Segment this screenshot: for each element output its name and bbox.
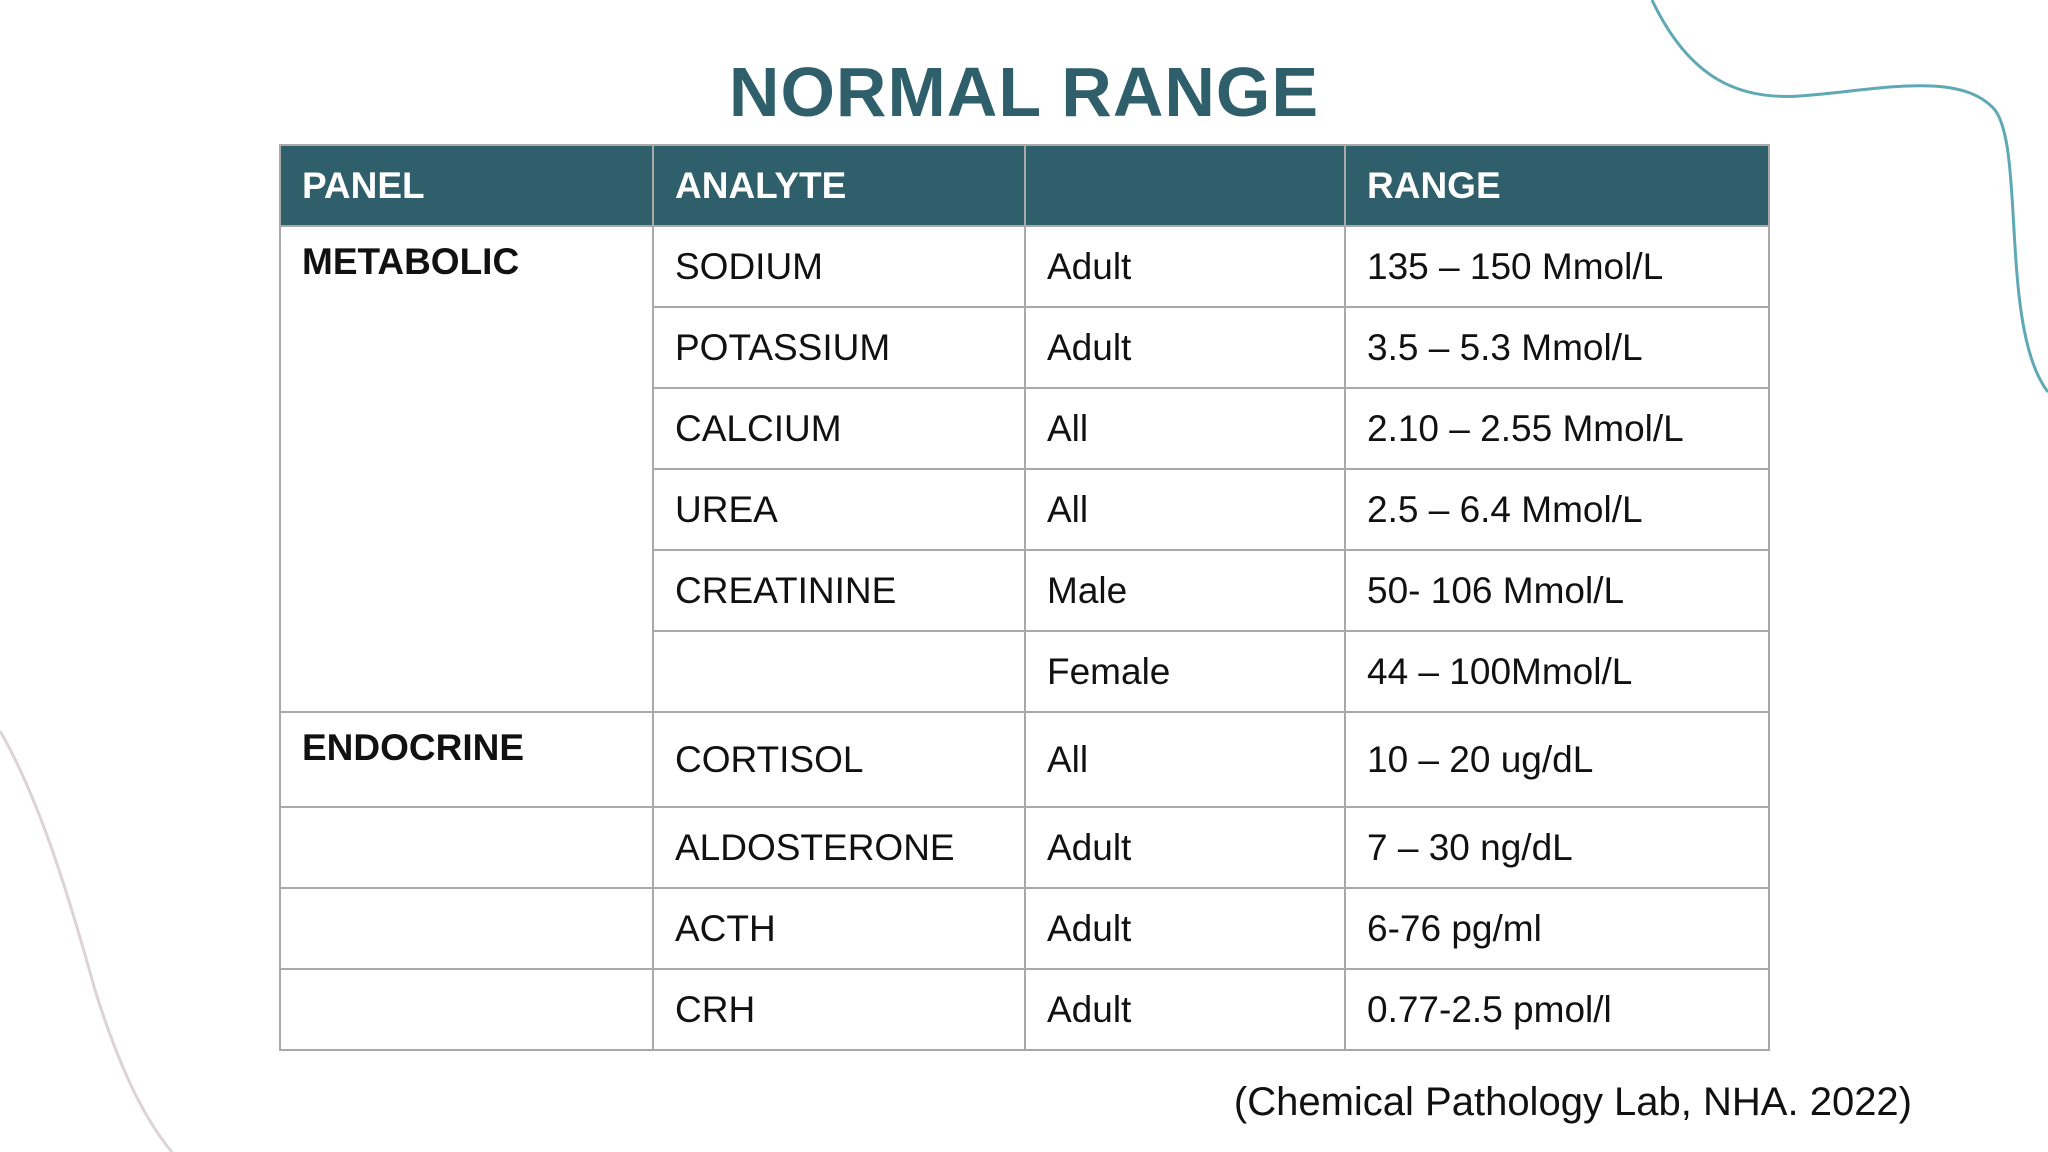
curve-bottom-left: [0, 730, 174, 1152]
curve-top-right: [1650, 0, 2048, 393]
group-cell: Female: [1024, 630, 1346, 713]
group-cell: Adult: [1024, 887, 1346, 970]
panel-cell: METABOLIC: [279, 225, 654, 713]
table-row: ACTH Adult 6-76 pg/ml: [279, 887, 1770, 970]
analyte-cell: ACTH: [652, 887, 1026, 970]
analyte-cell: CALCIUM: [652, 387, 1026, 470]
analyte-cell: CREATININE: [652, 549, 1026, 632]
citation: (Chemical Pathology Lab, NHA. 2022): [1233, 1080, 1912, 1124]
analyte-cell: CRH: [652, 968, 1026, 1051]
table-row: POTASSIUM Adult 3.5 – 5.3 Mmol/L: [280, 306, 1770, 389]
group-cell: Adult: [1024, 306, 1346, 389]
header-cell: ANALYTE: [652, 144, 1026, 227]
range-cell: 2.5 – 6.4 Mmol/L: [1344, 468, 1770, 551]
table-row: CALCIUM All 2.10 – 2.55 Mmol/L: [280, 387, 1770, 470]
range-cell: 3.5 – 5.3 Mmol/L: [1344, 306, 1770, 389]
table-row: ALDOSTERONE Adult 7 – 30 ng/dL: [279, 806, 1770, 889]
header-cell: PANEL: [279, 144, 654, 227]
analyte-cell: [652, 630, 1026, 713]
header-row: PANEL ANALYTE RANGE: [279, 144, 1770, 227]
analyte-cell: SODIUM: [652, 225, 1026, 308]
range-cell: 135 – 150 Mmol/L: [1344, 225, 1770, 308]
range-cell: 2.10 – 2.55 Mmol/L: [1344, 387, 1770, 470]
group-cell: Adult: [1024, 225, 1346, 308]
range-table: PANEL ANALYTE RANGE METABOLIC SODIUM Adult…: [279, 144, 1770, 1051]
table-row: CREATININE Male 50- 106 Mmol/L: [280, 549, 1770, 632]
analyte-cell: ALDOSTERONE: [652, 806, 1026, 889]
table-row: METABOLIC SODIUM Adult 135 – 150 Mmol/L: [279, 225, 1770, 713]
table-row: ENDOCRINE CORTISOL All 10 – 20 ug/dL: [279, 711, 1770, 808]
title: NORMAL RANGE: [728, 53, 1320, 131]
group-cell: Male: [1024, 549, 1346, 632]
range-cell: 50- 106 Mmol/L: [1344, 549, 1770, 632]
panel-cell: [279, 968, 654, 1051]
panel-cell: ENDOCRINE: [279, 711, 654, 808]
range-cell: 0.77-2.5 pmol/l: [1344, 968, 1770, 1051]
header-cell: [1024, 144, 1346, 227]
range-cell: 44 – 100Mmol/L: [1344, 630, 1770, 713]
group-cell: All: [1024, 387, 1346, 470]
range-cell: 7 – 30 ng/dL: [1344, 806, 1770, 889]
group-cell: Adult: [1024, 968, 1346, 1051]
group-cell: Adult: [1024, 806, 1346, 889]
analyte-cell: UREA: [652, 468, 1026, 551]
range-cell: 10 – 20 ug/dL: [1344, 711, 1770, 808]
group-cell: All: [1024, 711, 1346, 808]
analyte-cell: CORTISOL: [652, 711, 1026, 808]
table-row: UREA All 2.5 – 6.4 Mmol/L: [280, 468, 1770, 551]
panel-cell: [279, 806, 654, 889]
analyte-cell: POTASSIUM: [652, 306, 1026, 389]
header-cell: RANGE: [1344, 144, 1770, 227]
table-row: CRH Adult 0.77-2.5 pmol/l: [279, 968, 1770, 1051]
table-row: Female 44 – 100Mmol/L: [280, 630, 1770, 713]
range-cell: 6-76 pg/ml: [1344, 887, 1770, 970]
panel-cell: [279, 887, 654, 970]
group-cell: All: [1024, 468, 1346, 551]
